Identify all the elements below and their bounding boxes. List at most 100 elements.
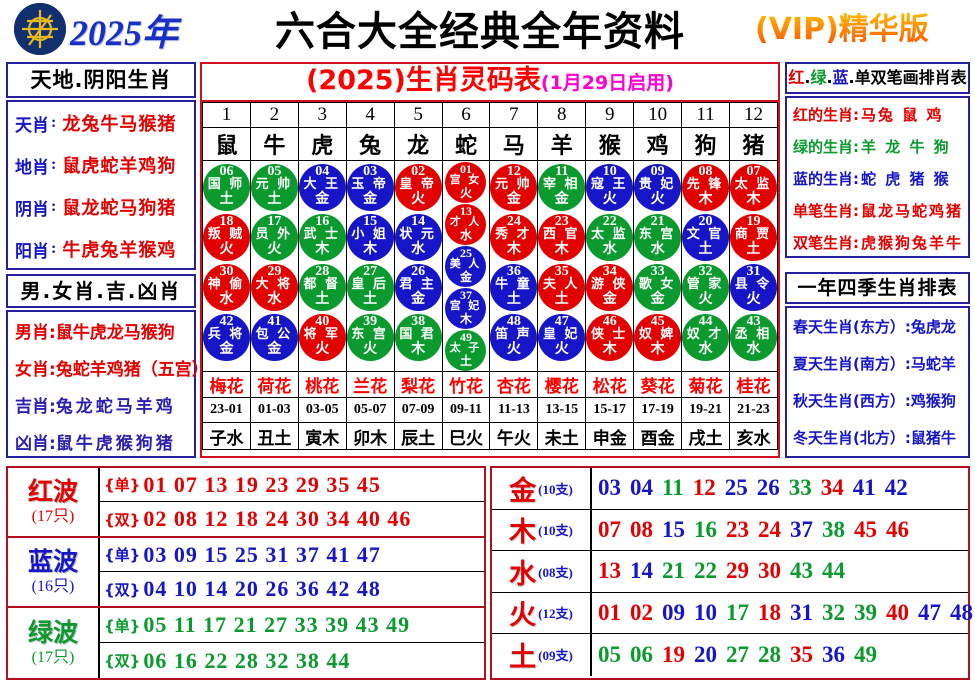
- zodiac-ball[interactable]: 17 员外火: [250, 214, 298, 261]
- zodiac-ball[interactable]: 22 太监水: [586, 214, 634, 261]
- row-key: 凶肖:: [15, 434, 56, 454]
- column-element: 寅木: [297, 422, 347, 450]
- zodiac-ball[interactable]: 33 歌女金: [634, 264, 682, 311]
- ball-title: 国师: [207, 177, 246, 192]
- zodiac-ball[interactable]: 34 游侠金: [586, 264, 634, 311]
- stroke-color-heading-box: 红.绿.蓝.单双笔画排肖表: [785, 62, 970, 94]
- zodiac-ball[interactable]: 10 寇王火: [586, 164, 634, 211]
- zodiac-ball[interactable]: 09 贵妃火: [634, 164, 682, 211]
- zodiac-ball[interactable]: 21 东宫水: [634, 214, 682, 261]
- zodiac-ball[interactable]: 38 国君木: [394, 314, 442, 361]
- zodiac-ball[interactable]: 44 奴才水: [682, 314, 730, 361]
- zodiac-ball[interactable]: 15 小姐木: [346, 214, 394, 261]
- ball-title: 商贾: [734, 227, 773, 242]
- zodiac-ball[interactable]: 03 玉帝金: [346, 164, 394, 211]
- zodiac-ball[interactable]: 27 皇后土: [346, 264, 394, 311]
- zodiac-ball[interactable]: 23 西官木: [538, 214, 586, 261]
- zodiac-ball[interactable]: 11 宰相金: [538, 164, 586, 211]
- zodiac-ball[interactable]: 37 宫妃木: [445, 288, 487, 329]
- zodiac-ball[interactable]: 13 才人水: [445, 204, 487, 245]
- ball-title: 牛童: [495, 277, 533, 292]
- zodiac-ball[interactable]: 06 国师土: [202, 164, 250, 211]
- zodiac-ball[interactable]: 01 宫女火: [445, 162, 487, 203]
- ball-element: 火: [650, 191, 665, 207]
- male-female-list: 男肖: 鼠牛虎龙马猴狗 女肖: 兔蛇羊鸡猪（五宫） 吉肖: 兔龙蛇马羊鸡 凶肖:…: [6, 310, 209, 458]
- ball-number: 18: [219, 214, 234, 229]
- column-zodiac: 狗: [681, 127, 730, 161]
- zodiac-ball[interactable]: 14 状元水: [394, 214, 442, 261]
- zodiac-ball[interactable]: 26 君主金: [394, 264, 442, 311]
- heading-sep: .: [804, 68, 811, 87]
- zodiac-ball[interactable]: 40 将军火: [298, 314, 346, 361]
- zodiac-ball[interactable]: 16 武士木: [298, 214, 346, 261]
- zodiac-ball[interactable]: 28 都督土: [298, 264, 346, 311]
- ball-element: 火: [746, 291, 761, 307]
- parity-tag: {双}: [104, 580, 141, 599]
- vip-badge: (VIP)精华版: [755, 4, 929, 48]
- zodiac-code-table: 1 2 3 4 5 6 7 8 9 10 11 12 鼠牛虎兔龙蛇马羊猴鸡狗猪 06 国师土 18 叛贼火 3…: [202, 102, 779, 450]
- ball-element: 木: [698, 191, 713, 207]
- ball-element: 火: [554, 341, 569, 357]
- ball-number: 28: [315, 264, 330, 279]
- ball-element: 火: [506, 341, 521, 357]
- zodiac-ball[interactable]: 39 东宫火: [346, 314, 394, 361]
- zodiac-ball[interactable]: 36 牛童土: [490, 264, 538, 311]
- element-count: (10支): [538, 481, 573, 497]
- zodiac-ball[interactable]: 20 文官土: [682, 214, 730, 261]
- zodiac-ball[interactable]: 05 元帅土: [250, 164, 298, 211]
- ball-element: 土: [363, 291, 378, 307]
- column-number: 9: [585, 102, 635, 128]
- zodiac-ball[interactable]: 12 元帅金: [490, 164, 538, 211]
- element-number: 04: [630, 475, 653, 501]
- zodiac-ball[interactable]: 18 叛贼火: [202, 214, 250, 261]
- zodiac-ball[interactable]: 47 皇妃火: [538, 314, 586, 361]
- zodiac-ball[interactable]: 49 太子土: [445, 330, 487, 371]
- zodiac-ball[interactable]: 25 美人金: [445, 246, 487, 287]
- list-item: 冬天生肖(北方）:鼠猪牛: [793, 429, 956, 447]
- ball-element: 水: [746, 341, 761, 357]
- ball-element: 金: [554, 191, 569, 207]
- ball-title: 东宫: [351, 327, 389, 342]
- ball-element: 金: [363, 191, 378, 207]
- zodiac-ball[interactable]: 08 先锋木: [682, 164, 730, 211]
- ball-title: 元帅: [495, 177, 533, 192]
- ball-title: 奴才: [686, 327, 725, 342]
- column-hours: 11-13: [489, 397, 539, 423]
- zodiac-ball[interactable]: 24 秀才木: [490, 214, 538, 261]
- column-zodiac: 龙: [393, 127, 443, 161]
- ball-element: 土: [315, 291, 330, 307]
- column-flower: 菊花: [681, 371, 730, 398]
- zodiac-ball[interactable]: 42 兵将金: [202, 314, 250, 361]
- zodiac-ball[interactable]: 35 夫人土: [538, 264, 586, 311]
- column-number: 11: [681, 102, 730, 128]
- ball-element: 木: [315, 241, 330, 257]
- zodiac-ball[interactable]: 45 奴婢木: [634, 314, 682, 361]
- zodiac-ball[interactable]: 07 太监木: [729, 164, 777, 211]
- ball-number: 41: [267, 314, 282, 329]
- ball-title: 歌女: [638, 277, 677, 292]
- zodiac-ball[interactable]: 02 皇帝火: [394, 164, 442, 211]
- ball-number: 49: [459, 330, 472, 344]
- zodiac-ball[interactable]: 29 大将水: [250, 264, 298, 311]
- zodiac-ball[interactable]: 31 县令火: [729, 264, 777, 311]
- ball-title: 夫人: [543, 277, 581, 292]
- ball-title: 玉帝: [351, 177, 389, 192]
- zodiac-ball[interactable]: 32 管家火: [682, 264, 730, 311]
- element-number: 38: [822, 516, 845, 542]
- zodiac-ball[interactable]: 43 丞相水: [729, 314, 777, 361]
- ball-title: 太子: [449, 341, 483, 354]
- zodiac-ball[interactable]: 41 包公金: [250, 314, 298, 361]
- zodiac-ball[interactable]: 46 侠士木: [586, 314, 634, 361]
- zodiac-ball[interactable]: 48 笛声火: [490, 314, 538, 361]
- zodiac-ball[interactable]: 19 商贾土: [729, 214, 777, 261]
- column-flower: 松花: [585, 371, 635, 398]
- wave-group: 红波 (17只) {单} 01 07 13 19 23 29 35 45 {双} 02 0…: [8, 468, 484, 538]
- element-number: 42: [884, 475, 908, 501]
- ball-element: 木: [602, 341, 617, 357]
- zodiac-ball[interactable]: 30 神偷水: [202, 264, 250, 311]
- column-flower: 杏花: [489, 371, 539, 398]
- zodiac-ball[interactable]: 04 大王金: [298, 164, 346, 211]
- wave-colors-panel: 红波 (17只) {单} 01 07 13 19 23 29 35 45 {双} 02 0…: [6, 466, 486, 680]
- parity-tag: {单}: [104, 476, 141, 494]
- column-number: 10: [633, 102, 683, 128]
